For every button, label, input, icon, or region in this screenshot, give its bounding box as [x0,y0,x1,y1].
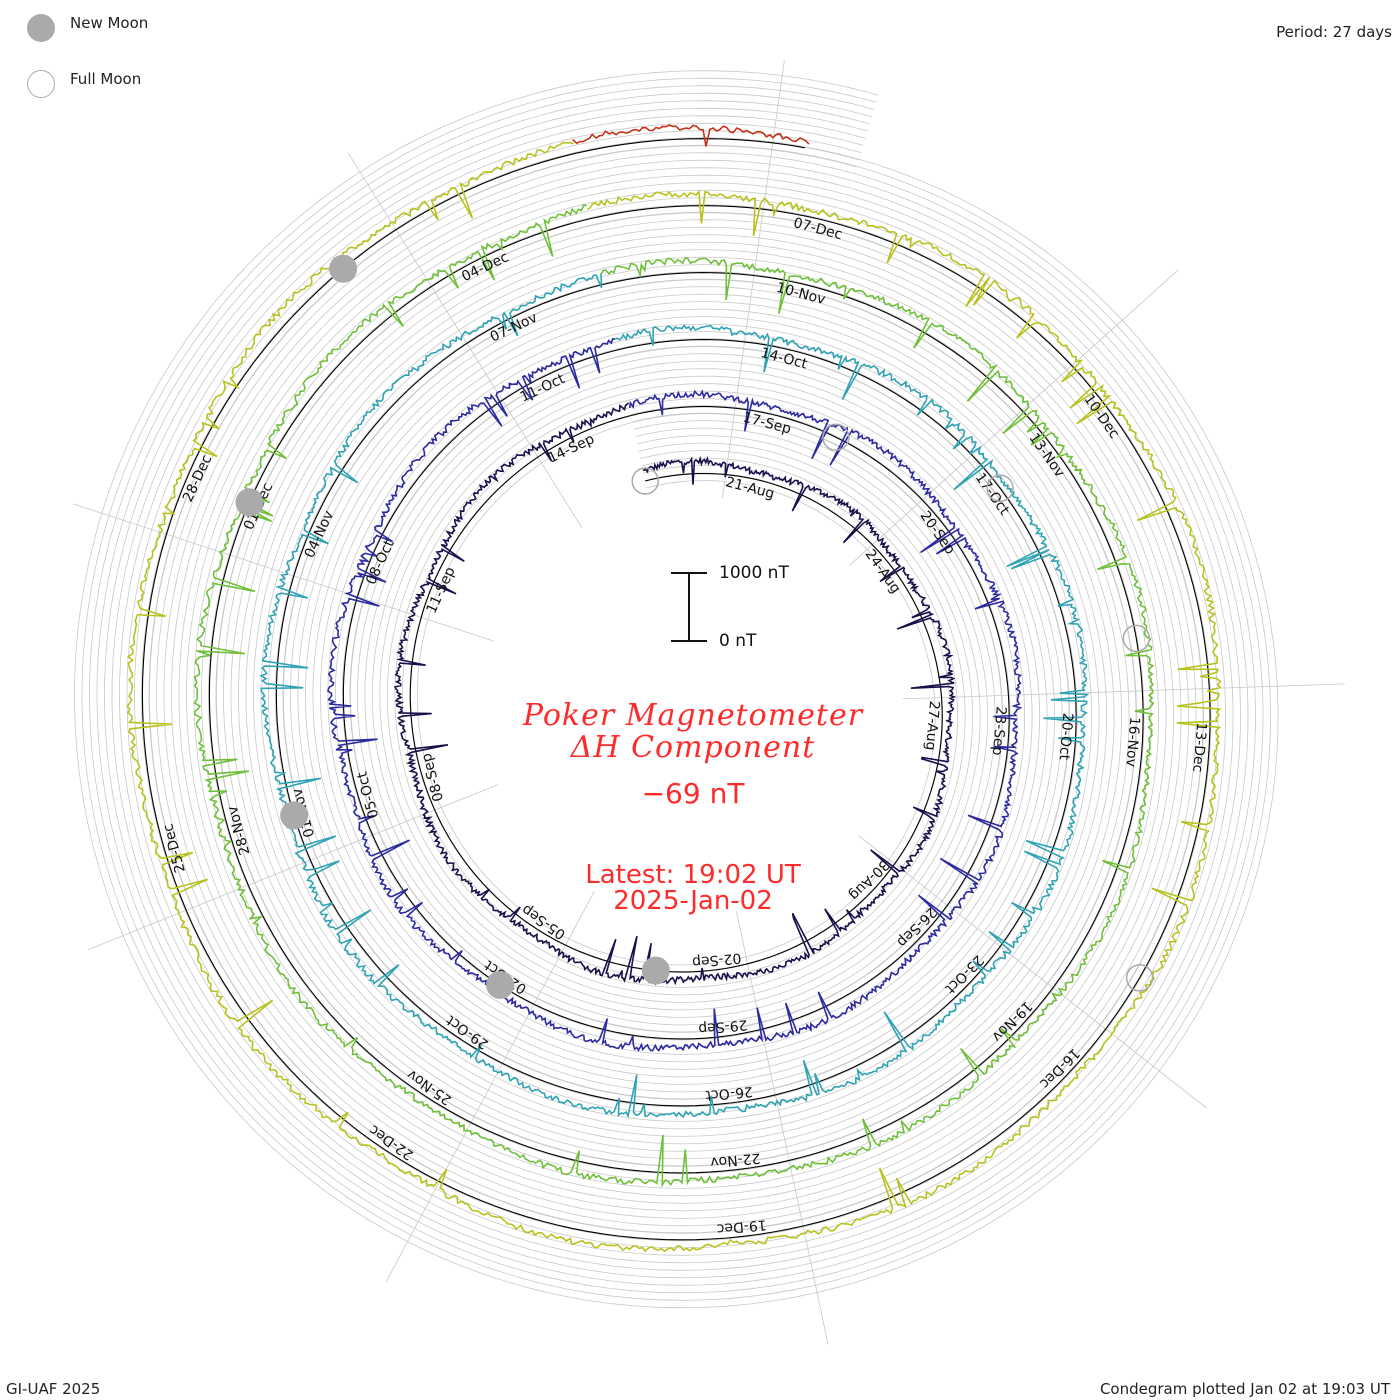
radial-guide-line [736,911,829,1345]
chart-subtitle: ΔH Component [570,730,816,765]
radial-guide-line [722,60,785,499]
grid-spiral-line [119,115,1234,1264]
radial-guide-line [72,503,494,642]
grid-spiral-line [111,107,1241,1271]
new-moon-legend-icon [27,14,55,42]
date-label: 11-Sep [424,565,459,617]
full-moon-marker [1122,624,1151,653]
grid-spiral-line [96,92,1256,1286]
radial-guide-line [848,269,1179,566]
date-label: 19-Dec [716,1216,767,1237]
new-moon-marker [235,488,264,517]
date-label: 02-Sep [691,949,742,969]
full-moon-legend-icon [27,70,55,98]
radial-guide-line [858,835,1207,1109]
radial-guides [72,60,1345,1345]
data-trace-turn-2 [327,337,1023,1052]
data-trace-turn-5 [126,141,1222,1253]
date-label: 26-Oct [704,1083,753,1103]
grid-spiral-line [149,145,1204,1234]
scale-bar [671,572,707,642]
period-label: Period: 27 days [1276,23,1392,41]
full-moon-marker [631,467,659,495]
date-label: 29-Sep [698,1016,749,1036]
data-trace-turn-4 [193,204,1155,1188]
new-moon-marker [641,956,670,985]
footer-plotted: Condegram plotted Jan 02 at 19:03 UT [1099,1380,1390,1398]
full-moon-marker [822,423,850,451]
scale-bar-stem [688,572,690,642]
footer-credit: GI-UAF 2025 [6,1380,101,1398]
radial-guide-line [347,152,583,529]
baseline-spiral [141,138,1211,1241]
full-moon-marker [986,474,1014,503]
new-moon-marker [280,801,309,830]
date-label: 13-Dec [1189,722,1209,773]
new-moon-marker [329,254,358,283]
scale-bar-bottom-tick [671,640,707,642]
new-moon-marker [486,971,515,999]
chart-title: Poker Magnetometer [522,698,864,733]
data-trace-turn-6 [572,124,810,147]
latest-time: Latest: 19:02 UT [585,860,801,890]
date-label: 16-Nov [1122,716,1142,767]
scale-top-label: 1000 nT [719,563,789,583]
data-trace-turn-3 [259,273,1090,1119]
grid-spirals [74,70,1279,1309]
date-label: 22-Nov [710,1149,761,1170]
full-moon-legend-label: Full Moon [70,70,142,88]
new-moon-legend-label: New Moon [70,14,149,32]
data-traces [126,124,1222,1253]
data-trace-turn-1 [393,402,957,986]
latest-date: 2025-Jan-02 [613,886,773,916]
grid-spiral-line [104,100,1249,1279]
full-moon-marker [1125,964,1154,992]
scale-bottom-label: 0 nT [719,631,757,651]
moon-markers [235,254,1154,999]
grid-spiral-line [74,70,1279,1309]
date-label: 27-Aug [922,700,942,751]
grid-spiral-line [89,85,1264,1294]
radial-guide-line [88,784,499,951]
radial-guide-line [385,891,595,1282]
grid-spiral-line [81,77,1271,1301]
date-label: 23-Sep [989,706,1009,757]
date-label: 20-Oct [1056,712,1076,761]
grid-spiral-line [126,122,1226,1256]
current-value: −69 nT [641,777,745,810]
radial-guide-line [902,683,1345,700]
